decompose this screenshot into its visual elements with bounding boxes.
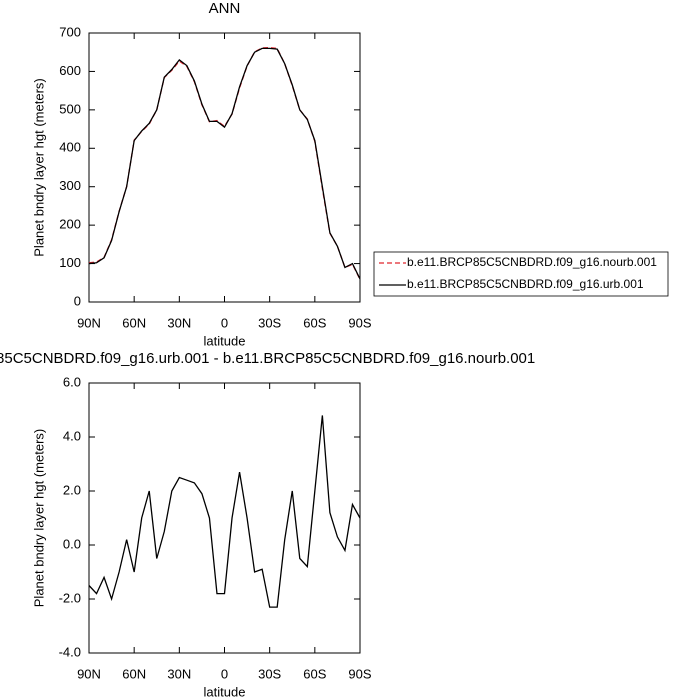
- y-tick-label: -2.0: [59, 590, 81, 605]
- y-tick-label: 600: [59, 63, 81, 78]
- y-tick-label: 4.0: [63, 428, 81, 443]
- chart-title: b.e11.BRCP85C5CNBDRD.f09_g16.urb.001 - b…: [0, 350, 535, 367]
- plot-frame: [88, 382, 361, 654]
- y-tick-label: 200: [59, 217, 81, 232]
- y-tick-label: 2.0: [63, 482, 81, 497]
- y-tick-label: 400: [59, 140, 81, 155]
- x-tick-label: 0: [221, 666, 228, 681]
- x-tick-label: 30S: [258, 315, 281, 330]
- x-tick-label: 30N: [167, 315, 191, 330]
- x-tick-label: 90N: [77, 666, 101, 681]
- x-axis-label: latitude: [204, 684, 246, 699]
- data-line: [88, 415, 361, 608]
- x-axis-label: latitude: [204, 333, 246, 348]
- x-tick-label: 60S: [303, 666, 326, 681]
- y-tick-label: 0.0: [63, 536, 81, 551]
- y-tick-label: 6.0: [63, 374, 81, 389]
- y-tick-label: 0: [74, 293, 81, 308]
- data-line: [88, 46, 361, 280]
- x-tick-label: 60N: [122, 666, 146, 681]
- legend-label: b.e11.BRCP85C5CNBDRD.f09_g16.urb.001: [407, 277, 644, 291]
- y-axis-label: Planet bndry layer hgt (meters): [31, 429, 46, 607]
- chart-title: ANN: [209, 0, 241, 17]
- x-tick-label: 30S: [258, 666, 281, 681]
- x-tick-label: 60S: [303, 315, 326, 330]
- legend-label: b.e11.BRCP85C5CNBDRD.f09_g16.nourb.001: [407, 255, 657, 269]
- y-tick-label: 100: [59, 255, 81, 270]
- y-tick-label: 500: [59, 101, 81, 116]
- x-tick-label: 90S: [348, 315, 371, 330]
- x-tick-label: 90S: [348, 666, 371, 681]
- data-line: [88, 47, 361, 280]
- x-tick-label: 30N: [167, 666, 191, 681]
- legend-box: [373, 251, 669, 297]
- plot-frame: [88, 32, 361, 303]
- y-tick-label: -4.0: [59, 644, 81, 659]
- y-axis-label: Planet bndry layer hgt (meters): [31, 78, 46, 256]
- x-tick-label: 0: [221, 315, 228, 330]
- y-tick-label: 700: [59, 24, 81, 39]
- x-tick-label: 60N: [122, 315, 146, 330]
- y-tick-label: 300: [59, 178, 81, 193]
- x-tick-label: 90N: [77, 315, 101, 330]
